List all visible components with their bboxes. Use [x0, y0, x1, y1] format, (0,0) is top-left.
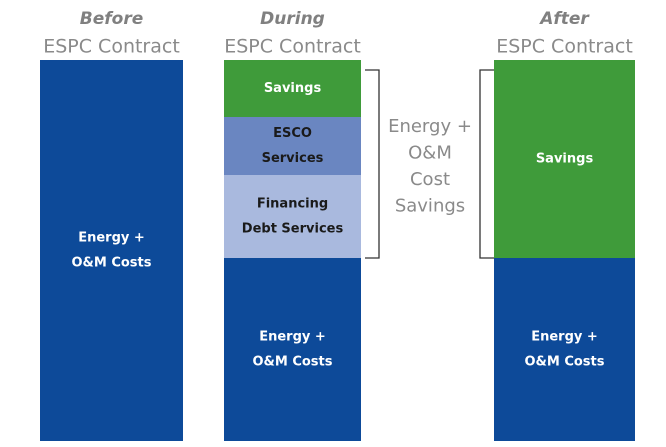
annotation: O&M	[408, 143, 452, 164]
block-label: O&M Costs	[252, 355, 332, 370]
block-label: Debt Services	[242, 222, 344, 237]
annotation: Energy +	[388, 116, 472, 137]
block-label: Services	[262, 151, 324, 166]
annotation: Savings	[395, 196, 465, 217]
bracket	[365, 69, 380, 259]
column-subheading: ESPC Contract	[224, 36, 361, 58]
block-label: Savings	[264, 81, 322, 96]
block-label: O&M Costs	[71, 256, 151, 271]
block	[224, 60, 361, 117]
block	[494, 258, 635, 441]
column-subheading: ESPC Contract	[496, 36, 633, 58]
block	[224, 117, 361, 175]
block-label: Energy +	[531, 330, 598, 345]
block-label: O&M Costs	[524, 355, 604, 370]
column-heading: Before	[80, 9, 143, 29]
block-label: Energy +	[259, 330, 326, 345]
block-label: Savings	[536, 152, 594, 167]
column-subheading: ESPC Contract	[43, 36, 180, 58]
block	[224, 258, 361, 441]
block-label: Financing	[257, 197, 328, 212]
annotation: Cost	[410, 169, 450, 190]
block	[40, 60, 183, 441]
block-label: ESCO	[273, 126, 312, 141]
block-label: Energy +	[78, 231, 145, 246]
bracket	[479, 69, 494, 259]
column-heading: During	[260, 9, 325, 29]
column-heading: After	[538, 9, 590, 29]
block	[494, 60, 635, 258]
block	[224, 175, 361, 258]
